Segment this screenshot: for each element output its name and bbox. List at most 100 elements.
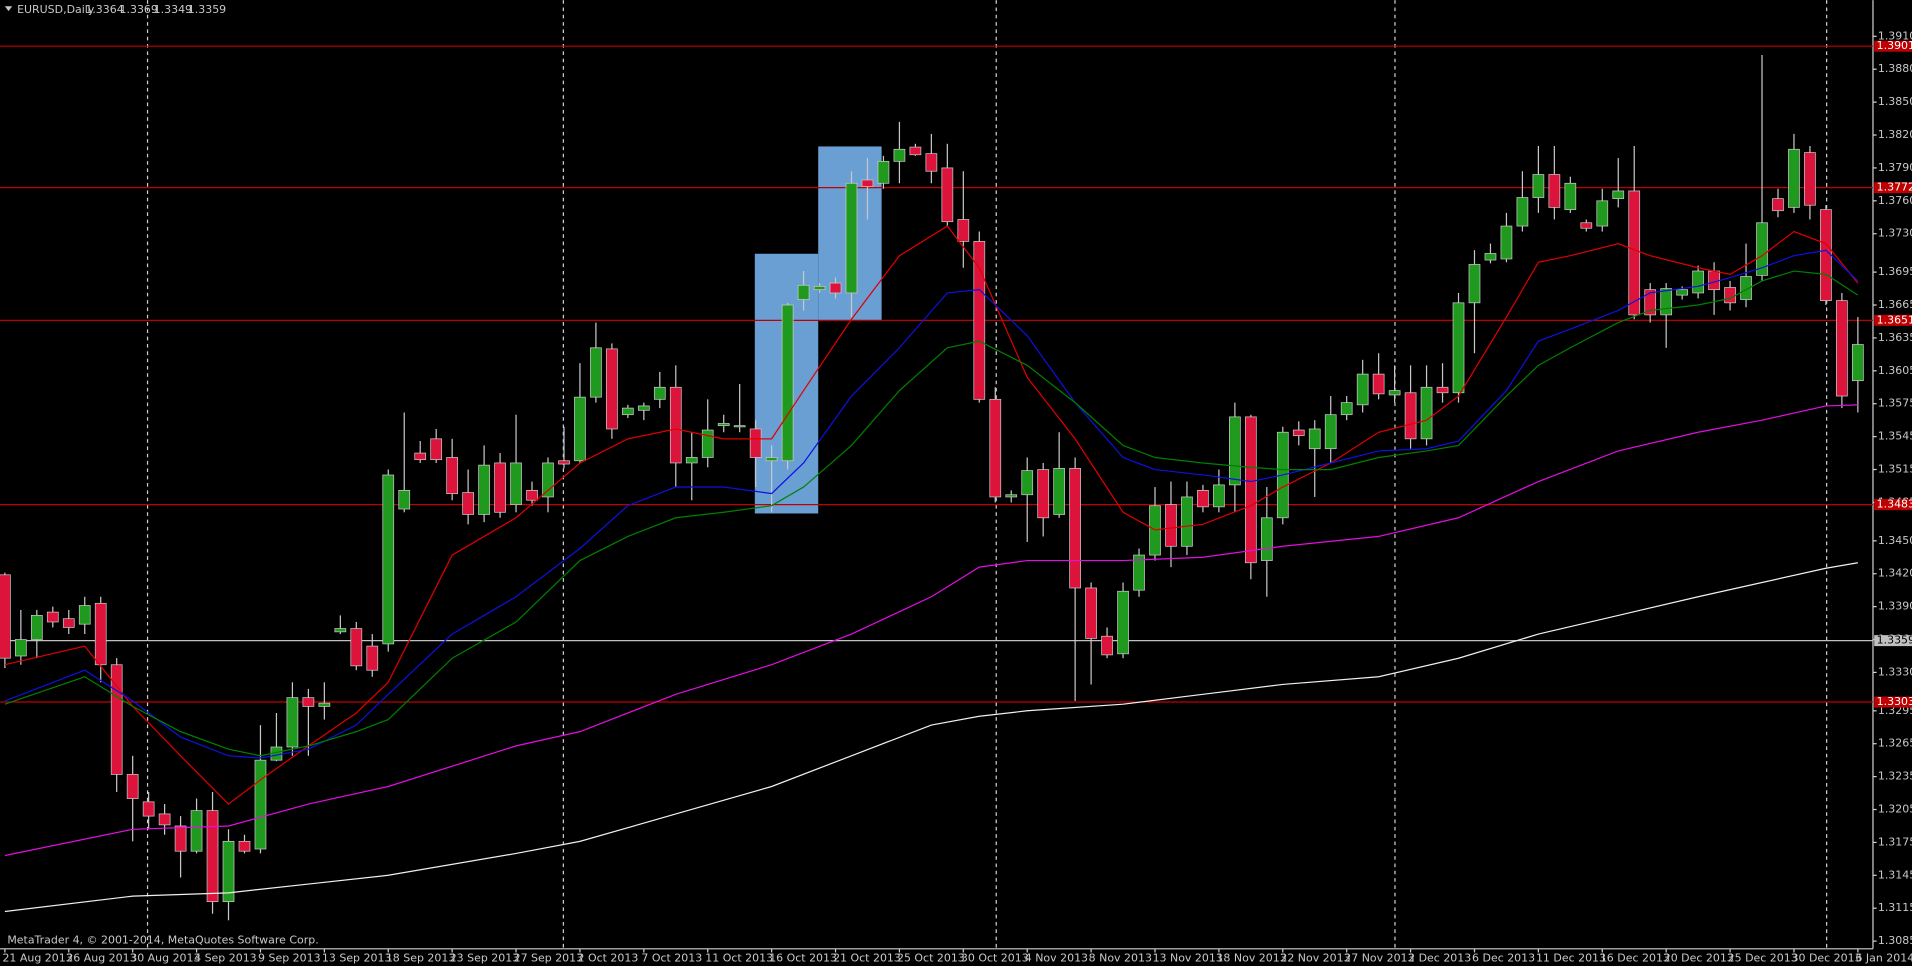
x-tick-label: 4 Sep 2013 — [194, 952, 257, 965]
candle-body — [158, 813, 171, 826]
candle-body — [925, 153, 938, 172]
candle-body — [989, 398, 1002, 498]
candle-body — [190, 810, 203, 852]
candle-body — [1532, 174, 1545, 198]
y-tick-label: 1.3910 — [1878, 29, 1912, 42]
candle-body — [1516, 197, 1529, 227]
candle-body — [941, 167, 954, 223]
candle-body — [1324, 414, 1337, 450]
x-tick-label: 21 Aug 2013 — [2, 952, 72, 965]
candle-body — [1292, 429, 1305, 436]
y-tick-label: 1.3265 — [1878, 737, 1912, 750]
candle-body — [1484, 253, 1497, 261]
candle-body — [1756, 222, 1768, 276]
candle-body — [637, 405, 650, 411]
candle-body — [1628, 190, 1641, 316]
ohlc-high: 1.3369 — [120, 3, 158, 16]
candle-body — [78, 605, 91, 625]
candle-body — [1244, 416, 1257, 564]
candle-body — [430, 438, 443, 461]
level-label: 1.3772 — [1877, 181, 1912, 194]
candle-body — [1548, 174, 1561, 208]
y-tick-label: 1.3330 — [1878, 665, 1912, 678]
x-tick-label: 7 Oct 2013 — [641, 952, 702, 965]
candle-body — [829, 282, 842, 294]
x-tick-label: 21 Oct 2013 — [833, 952, 901, 965]
candle-body — [398, 490, 411, 510]
candle-body — [1420, 386, 1433, 440]
candle-body — [1213, 484, 1225, 508]
candle-body — [622, 407, 634, 416]
candle-body — [14, 639, 27, 657]
candle-body — [1452, 302, 1465, 394]
candle-body — [1500, 225, 1513, 260]
candle-body — [318, 702, 331, 707]
candle-body — [1197, 490, 1209, 508]
x-tick-label: 6 Dec 2013 — [1472, 952, 1535, 965]
candle-body — [1852, 344, 1864, 382]
y-tick-label: 1.3175 — [1878, 835, 1912, 848]
candle-body — [206, 810, 219, 903]
candle-body — [1660, 288, 1673, 316]
candle-body — [1356, 373, 1369, 406]
candle-body — [877, 160, 890, 184]
candle-body — [1005, 494, 1018, 498]
level-label-box — [1874, 696, 1912, 708]
menu-triangle[interactable] — [4, 6, 13, 12]
candle-body — [1436, 386, 1449, 394]
candle-body — [366, 645, 379, 671]
y-tick-label: 1.3450 — [1878, 534, 1912, 547]
candle-body — [494, 462, 506, 513]
candle-body — [174, 825, 187, 852]
x-tick-label: 23 Sep 2013 — [450, 952, 520, 965]
candle-body — [542, 462, 554, 498]
candle-body — [350, 628, 363, 667]
candle-body — [46, 611, 59, 623]
candle-body — [254, 759, 267, 850]
y-tick-label: 1.3145 — [1878, 868, 1912, 881]
level-label-box — [1874, 635, 1912, 647]
candle-body — [286, 697, 299, 748]
y-tick-label: 1.3605 — [1878, 364, 1912, 377]
level-label-box — [1874, 314, 1912, 326]
x-tick-label: 13 Sep 2013 — [322, 952, 392, 965]
candle-body — [574, 396, 586, 462]
x-tick-label: 11 Oct 2013 — [705, 952, 773, 965]
candle-body — [1372, 373, 1385, 395]
x-tick-label: 30 Aug 2013 — [130, 952, 200, 965]
footer: MetaTrader 4, © 2001-2014, MetaQuotes So… — [7, 933, 318, 946]
x-tick-label: 30 Oct 2013 — [961, 952, 1029, 965]
candle-body — [1085, 587, 1097, 639]
candle-body — [765, 457, 778, 462]
candle-body — [110, 664, 123, 775]
level-label: 1.3483 — [1877, 498, 1912, 511]
candle-body — [845, 182, 858, 294]
moving-average — [4, 225, 1859, 805]
candle-body — [414, 452, 427, 461]
y-tick-label: 1.3665 — [1878, 298, 1912, 311]
candle-body — [1612, 190, 1625, 199]
candle-body — [382, 474, 395, 645]
x-tick-label: 16 Oct 2013 — [769, 952, 837, 965]
level-label: 1.3359 — [1877, 634, 1912, 647]
candle-body — [126, 774, 139, 799]
candle-body — [94, 602, 107, 666]
x-tick-label: 18 Nov 2013 — [1216, 952, 1286, 965]
candle-body — [62, 618, 75, 628]
x-tick-label: 25 Oct 2013 — [897, 952, 965, 965]
y-tick-label: 1.3085 — [1878, 934, 1912, 947]
candle-body — [606, 348, 618, 430]
x-tick-label: 6 Jan 2014 — [1855, 952, 1912, 965]
x-tick-label: 11 Dec 2013 — [1536, 952, 1606, 965]
y-tick-label: 1.3545 — [1878, 430, 1912, 443]
x-tick-label: 27 Sep 2013 — [514, 952, 584, 965]
candle-body — [1117, 590, 1129, 655]
candle-body — [1229, 416, 1241, 486]
level-label: 1.3303 — [1877, 695, 1912, 708]
candle-body — [558, 460, 570, 465]
candle-body — [1564, 182, 1577, 210]
candle-body — [749, 428, 762, 458]
level-label: 1.3651 — [1877, 313, 1912, 326]
